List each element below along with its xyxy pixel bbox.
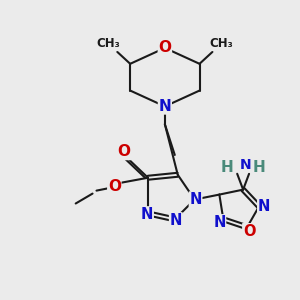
Text: N: N [239, 158, 251, 172]
Text: O: O [118, 145, 131, 160]
Text: N: N [258, 199, 270, 214]
Text: N: N [141, 207, 153, 222]
Text: H: H [253, 160, 266, 175]
Text: N: N [158, 99, 171, 114]
Text: H: H [221, 160, 234, 175]
Text: O: O [158, 40, 171, 56]
Text: O: O [108, 179, 121, 194]
Text: O: O [243, 224, 255, 239]
Text: N: N [169, 213, 182, 228]
Text: N: N [189, 192, 202, 207]
Text: CH₃: CH₃ [97, 38, 120, 50]
Text: N: N [213, 215, 226, 230]
Text: CH₃: CH₃ [209, 38, 233, 50]
